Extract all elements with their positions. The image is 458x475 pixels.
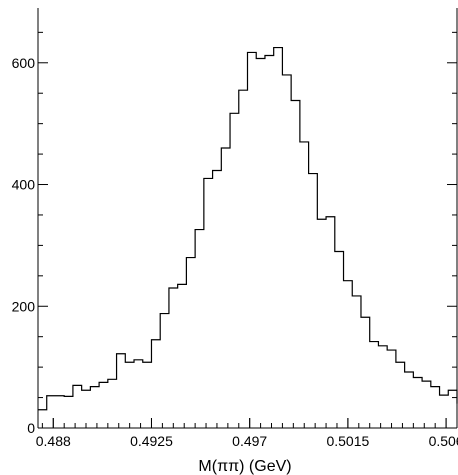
x-tick-label: 0.506: [429, 433, 458, 449]
histogram-series-line: [38, 46, 458, 411]
y-tick-label: 600: [12, 55, 36, 71]
y-axis-ticks: 0 200 400 600: [12, 31, 457, 436]
x-tick-label: 0.497: [232, 433, 267, 449]
x-tick-label: 0.4925: [130, 433, 173, 449]
x-tick-label: 0.488: [36, 433, 71, 449]
y-tick-label: 0: [27, 420, 35, 436]
x-axis-label: M(ππ) (GeV): [198, 458, 291, 475]
x-tick-label: 0.5015: [326, 433, 369, 449]
x-axis-ticks: 0.488 0.4925 0.497 0.5015 0.506: [36, 418, 458, 449]
y-tick-label: 200: [12, 298, 36, 314]
y-tick-label: 400: [12, 177, 36, 193]
